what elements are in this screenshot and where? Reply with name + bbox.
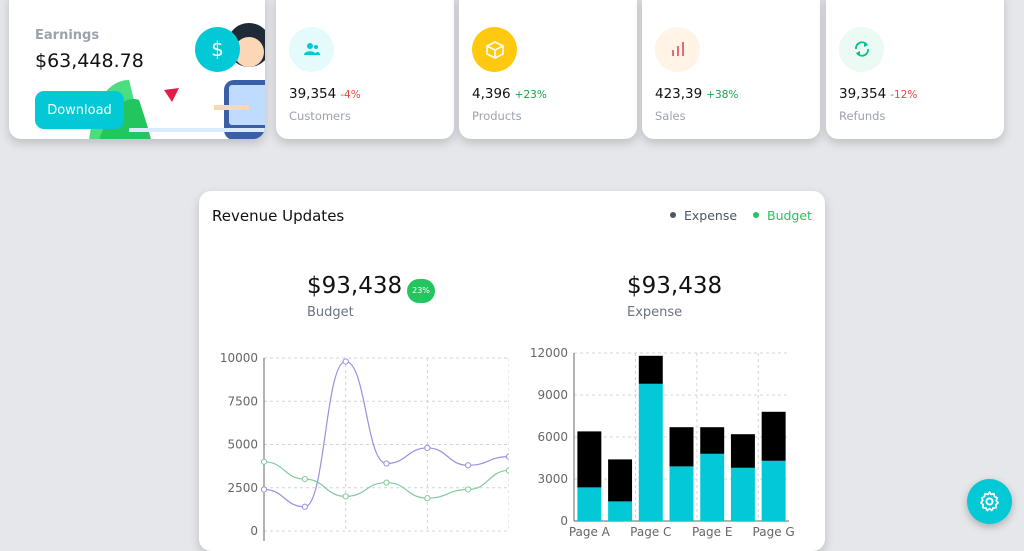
data-point	[260, 458, 268, 465]
data-point	[424, 495, 431, 502]
legend-budget: Budget	[753, 208, 812, 223]
stat-value: 39,354 -4%	[289, 86, 361, 102]
legend-dot	[670, 212, 676, 218]
expense-value: $93,438	[627, 273, 723, 299]
dollar-icon: $	[195, 27, 240, 72]
download-button[interactable]: Download	[35, 91, 124, 129]
x-tick-label: Page A	[569, 525, 611, 539]
data-point	[342, 493, 349, 500]
legend-expense: Expense	[670, 208, 737, 223]
earnings-card: Earnings $63,448.78 $ Download	[9, 0, 265, 139]
bar-page-f-series-1	[730, 434, 755, 468]
x-tick-label: Page E	[692, 525, 732, 539]
stat-label: Sales	[655, 109, 686, 123]
stat-card-products: 4,396 +23% Products	[459, 0, 637, 139]
stat-card-customers: 39,354 -4% Customers	[276, 0, 454, 139]
data-point	[383, 460, 390, 467]
stat-change: -12%	[890, 89, 918, 101]
stat-card-refunds: 39,354 -12% Refunds	[826, 0, 1004, 139]
data-point	[505, 453, 509, 460]
budget-label: Budget	[307, 305, 354, 320]
bar-page-b-series-1	[608, 459, 633, 502]
y-tick-label: 7500	[227, 394, 258, 408]
earnings-value: $63,448.78	[35, 50, 144, 72]
expense-label: Expense	[627, 305, 683, 320]
data-point	[465, 462, 472, 469]
data-point	[301, 503, 308, 510]
stat-change: +38%	[706, 89, 739, 101]
data-point	[260, 486, 268, 493]
refresh-icon[interactable]	[839, 27, 884, 72]
budget-value: $93,438	[307, 273, 403, 299]
revenue-card: Revenue Updates Expense Budget $93,438 2…	[199, 191, 825, 551]
data-point	[505, 467, 509, 474]
stat-value: 4,396 +23%	[472, 86, 547, 102]
bar-page-b-series-0	[608, 501, 633, 521]
settings-button[interactable]	[967, 479, 1012, 524]
x-tick-label: Page C	[630, 525, 671, 539]
bar-chart-icon[interactable]	[655, 27, 700, 72]
stat-change: +23%	[514, 89, 547, 101]
stat-change: -4%	[340, 89, 361, 101]
bar-page-a-series-1	[577, 431, 602, 488]
y-tick-label: 5000	[227, 438, 258, 452]
y-tick-label: 12000	[530, 346, 568, 360]
bar-page-g-series-1	[761, 411, 786, 461]
data-point	[465, 486, 472, 493]
y-tick-label: 9000	[537, 388, 568, 402]
bar-page-c-series-0	[638, 383, 663, 521]
bar-page-c-series-1	[638, 355, 663, 384]
stat-label: Products	[472, 109, 522, 123]
budget-line-chart: 10000 7500 5000 2500 0	[220, 351, 509, 541]
gear-icon	[980, 491, 999, 512]
y-tick-label: 2500	[227, 481, 258, 495]
box-icon[interactable]	[472, 27, 517, 72]
earnings-illustration	[89, 23, 265, 139]
y-tick-label: 6000	[537, 430, 568, 444]
revenue-title: Revenue Updates	[212, 207, 345, 225]
stat-value: 39,354 -12%	[839, 86, 918, 102]
stat-label: Refunds	[839, 109, 886, 123]
stat-value: 423,39 +38%	[655, 86, 739, 102]
y-tick-label: 0	[250, 524, 258, 538]
bar-page-e-series-1	[700, 427, 725, 454]
y-tick-label: 3000	[537, 472, 568, 486]
budget-badge: 23%	[407, 279, 435, 303]
stat-label: Customers	[289, 109, 351, 123]
data-point	[424, 444, 431, 452]
bar-page-a-series-0	[577, 487, 602, 521]
bar-page-g-series-0	[761, 460, 786, 521]
bar-page-d-series-0	[669, 466, 694, 521]
legend-dot	[753, 212, 759, 218]
bar-page-e-series-0	[700, 453, 725, 521]
data-point	[383, 479, 390, 486]
customers-icon[interactable]	[289, 27, 334, 72]
bar-page-f-series-0	[730, 467, 755, 521]
y-tick-label: 0	[560, 514, 568, 528]
stat-card-sales: 423,39 +38% Sales	[642, 0, 820, 139]
y-tick-label: 10000	[220, 351, 258, 365]
data-point	[301, 476, 308, 483]
data-point	[342, 358, 349, 365]
bar-page-d-series-1	[669, 427, 694, 467]
earnings-label: Earnings	[35, 28, 100, 43]
x-tick-label: Page G	[753, 525, 795, 539]
